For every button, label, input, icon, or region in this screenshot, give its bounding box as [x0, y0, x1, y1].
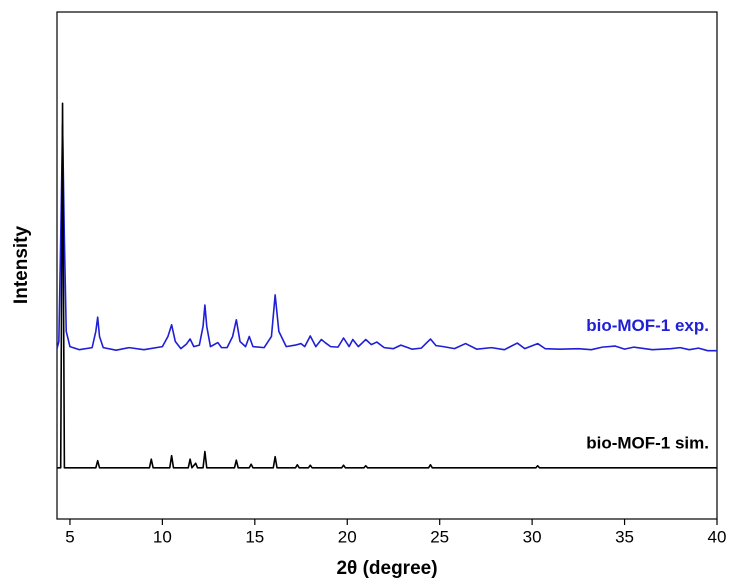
x-axis-label: 2θ (degree) — [336, 558, 437, 579]
series-label: bio-MOF-1 exp. — [586, 316, 709, 335]
series-line — [57, 102, 717, 469]
x-tick-label: 30 — [523, 527, 542, 546]
y-axis-label: Intensity — [11, 226, 32, 305]
series-label: bio-MOF-1 sim. — [586, 433, 709, 452]
x-tick-label: 25 — [430, 527, 449, 546]
series-line — [56, 124, 717, 352]
x-tick-label: 10 — [153, 527, 172, 546]
x-tick-label: 40 — [708, 527, 727, 546]
x-tick-label: 5 — [65, 527, 74, 546]
x-tick-label: 20 — [338, 527, 357, 546]
x-tick-label: 35 — [615, 527, 634, 546]
x-tick-label: 15 — [245, 527, 264, 546]
plot-frame — [56, 11, 718, 520]
